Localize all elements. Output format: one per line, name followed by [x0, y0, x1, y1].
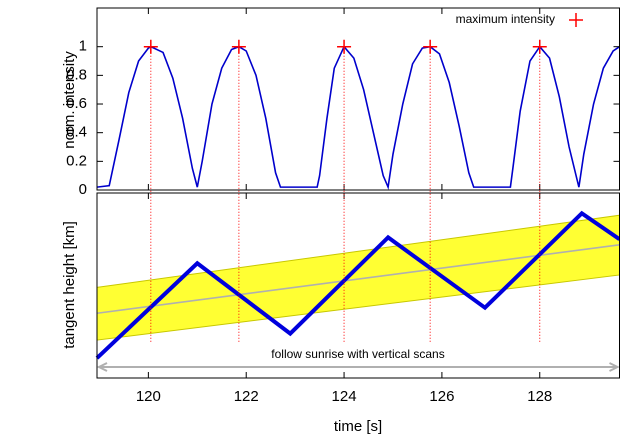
x-tick-label: 126 — [429, 388, 454, 405]
x-tick-label: 122 — [234, 388, 259, 405]
marker — [532, 39, 547, 54]
y-tick-label: 0.4 — [66, 124, 87, 141]
marker — [423, 39, 438, 54]
legend-marker — [569, 13, 583, 27]
marker — [143, 39, 158, 54]
marker — [231, 39, 246, 54]
y-tick-label: 1 — [79, 38, 87, 55]
x-axis-label: time [s] — [334, 418, 382, 435]
annotation: follow sunrise with vertical scans — [271, 347, 444, 361]
marker — [337, 39, 352, 54]
y-tick-label: 0.8 — [66, 66, 87, 83]
legend-label: maximum intensity — [456, 12, 555, 26]
x-tick-label: 128 — [527, 388, 552, 405]
y-axis-label: norm. intensity — [61, 51, 78, 149]
annotation-arrow — [96, 362, 620, 372]
band — [96, 214, 620, 341]
line — [96, 45, 620, 191]
plot-frame — [96, 7, 620, 191]
x-tick-label: 120 — [136, 388, 161, 405]
y-axis-label: tangent height [km] — [61, 221, 78, 349]
y-tick-label: 0.6 — [66, 95, 87, 112]
y-tick-label: 0 — [79, 181, 87, 198]
line — [95, 210, 620, 360]
y-tick-label: 0.2 — [66, 152, 87, 169]
line — [96, 244, 620, 315]
x-tick-label: 124 — [332, 388, 357, 405]
